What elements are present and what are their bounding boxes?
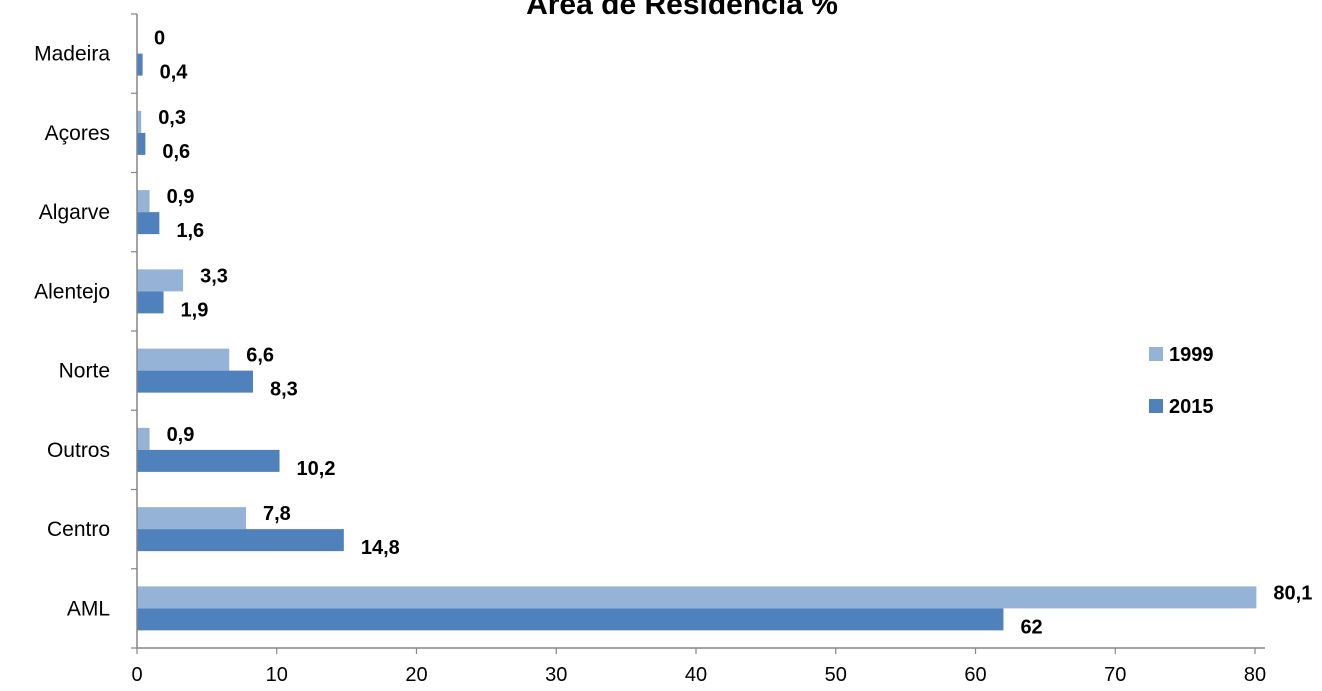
bar-1999-Algarve xyxy=(137,190,150,213)
bar-1999-Centro xyxy=(137,507,247,530)
data-label-2015: 8,3 xyxy=(270,379,298,401)
category-label: Algarve xyxy=(39,201,110,224)
legend: 1999 2015 xyxy=(1149,344,1214,418)
category-label: Outros xyxy=(47,439,110,462)
bar-2015-Outros xyxy=(137,449,280,472)
category-label: Alentejo xyxy=(34,280,110,303)
x-tick-label: 10 xyxy=(266,664,288,686)
bar-1999-Alentejo xyxy=(137,269,184,292)
category-labels: AML Centro Outros Norte Alentejo Algarve Açore… xyxy=(34,43,110,621)
data-label-1999: 0,9 xyxy=(167,424,195,446)
legend-label-1999: 1999 xyxy=(1169,344,1214,366)
data-label-1999: 6,6 xyxy=(246,345,274,367)
x-tick-label: 0 xyxy=(131,664,142,686)
bar-1999-Outros xyxy=(137,427,150,450)
data-label-1999: 7,8 xyxy=(263,503,291,525)
bar-2015-Norte xyxy=(137,370,253,393)
bar-2015-Alentejo xyxy=(137,291,164,314)
data-label-1999: 0,9 xyxy=(167,186,195,208)
data-labels-group: 80,1 62 7,8 14,8 0,9 10,2 6,6 8,3 3,3 1,9 0,9 1,6 0,… xyxy=(154,28,1312,639)
x-tick-label: 80 xyxy=(1244,664,1266,686)
chart-title: Área de Residência % xyxy=(526,0,838,21)
bar-2015-Centro xyxy=(137,529,344,552)
bar-1999-Norte xyxy=(137,348,230,371)
category-label: Açores xyxy=(45,122,110,145)
x-tick-label: 60 xyxy=(964,664,986,686)
x-tick-label: 50 xyxy=(825,664,847,686)
axes-group xyxy=(131,13,1265,654)
x-tick-labels: 0 10 20 30 40 50 60 70 80 xyxy=(131,664,1266,686)
category-label: AML xyxy=(67,597,110,620)
data-label-2015: 14,8 xyxy=(361,537,400,559)
data-label-1999: 0,3 xyxy=(158,107,186,129)
x-tick-label: 40 xyxy=(685,664,707,686)
category-label: Centro xyxy=(47,518,110,541)
category-label: Norte xyxy=(59,360,110,383)
bar-2015-Açores xyxy=(137,132,146,155)
x-tick-label: 70 xyxy=(1104,664,1126,686)
bar-2015-Algarve xyxy=(137,212,160,235)
data-label-2015: 0,4 xyxy=(160,62,189,84)
bar-1999-AML xyxy=(137,586,1257,609)
category-label: Madeira xyxy=(34,43,110,66)
data-label-2015: 10,2 xyxy=(297,458,336,480)
data-label-1999: 0 xyxy=(154,28,165,50)
legend-swatch-2015 xyxy=(1149,399,1163,413)
data-label-2015: 1,9 xyxy=(181,299,209,321)
bar-1999-Açores xyxy=(137,110,142,133)
bar-2015-Madeira xyxy=(137,53,143,76)
x-tick-label: 20 xyxy=(405,664,427,686)
data-label-1999: 80,1 xyxy=(1273,582,1312,604)
data-label-2015: 1,6 xyxy=(176,220,204,242)
data-label-1999: 3,3 xyxy=(200,265,228,287)
legend-label-2015: 2015 xyxy=(1169,396,1214,418)
data-label-2015: 0,6 xyxy=(162,141,190,163)
bar-2015-AML xyxy=(137,608,1004,631)
x-tick-label: 30 xyxy=(545,664,567,686)
bars-group xyxy=(137,53,1257,631)
data-label-2015: 62 xyxy=(1020,616,1042,638)
legend-swatch-1999 xyxy=(1149,347,1163,361)
